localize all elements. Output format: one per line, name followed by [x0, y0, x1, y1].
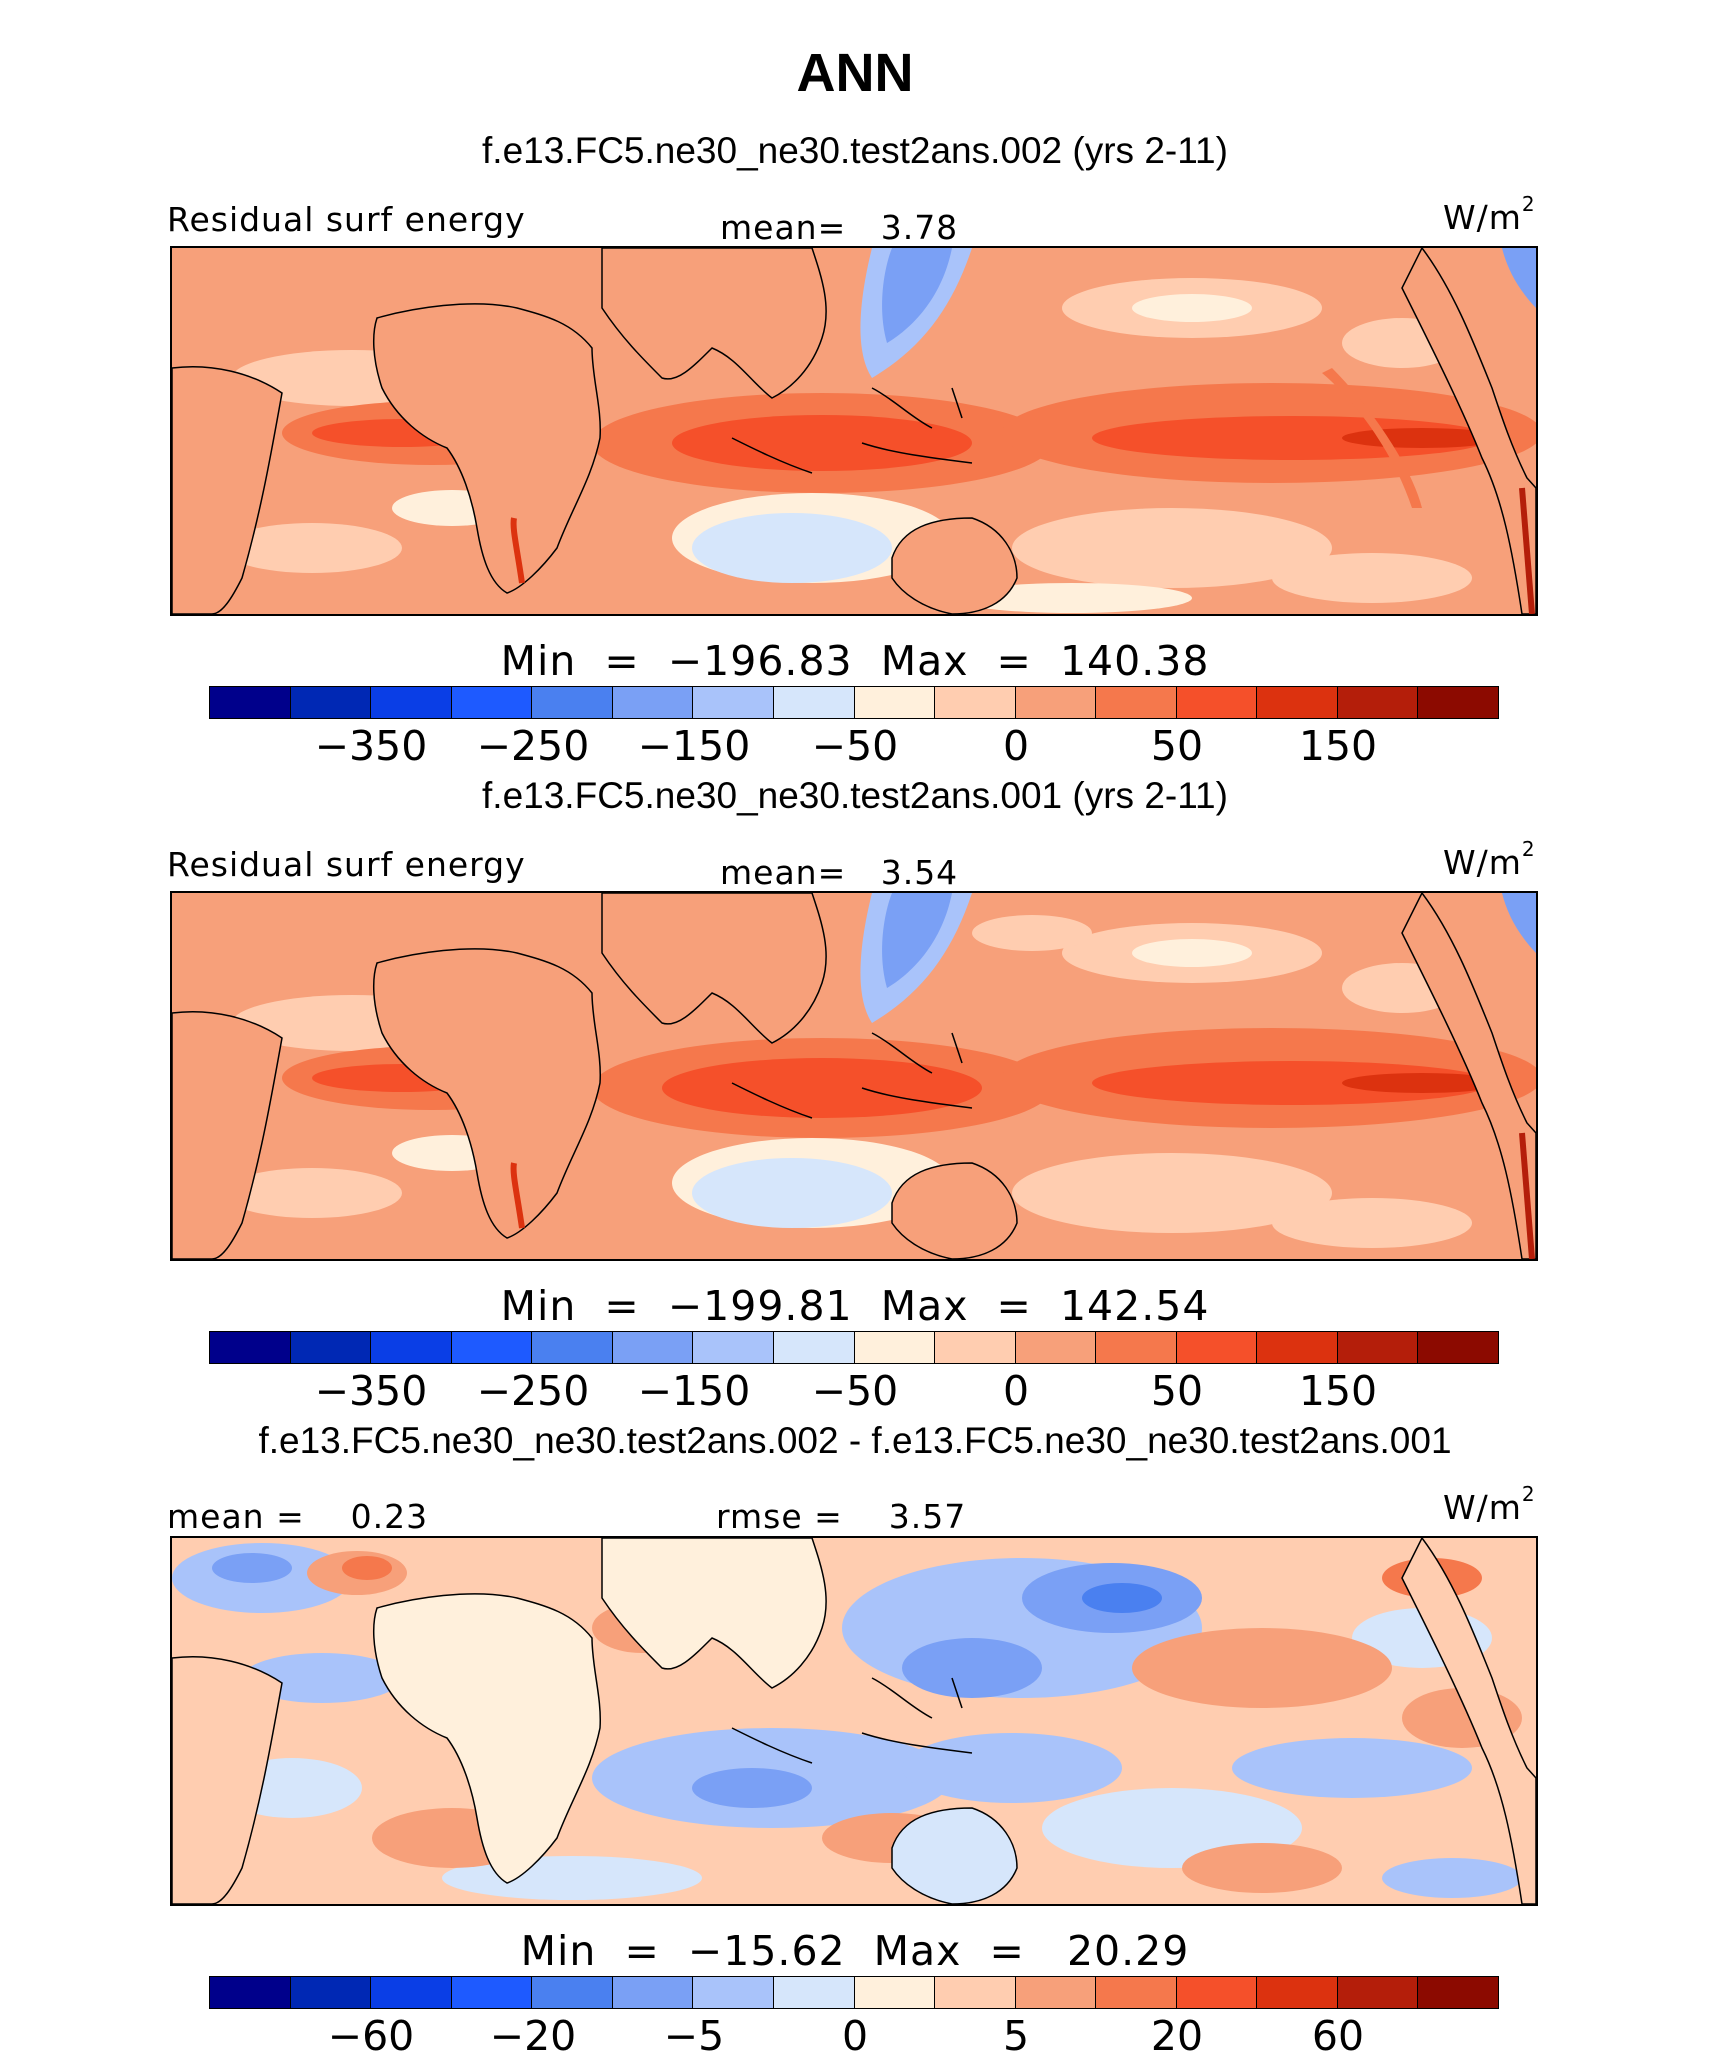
panel3-tick: −5	[663, 2012, 725, 2060]
colorbar-swatch	[1257, 687, 1338, 718]
colorbar-swatch	[1257, 1332, 1338, 1363]
colorbar-swatch	[451, 687, 533, 718]
panel2-tick: −250	[476, 1367, 590, 1415]
panel2-minmax: Min = −199.81 Max = 142.54	[500, 1282, 1210, 1330]
colorbar-swatch	[1337, 1977, 1419, 2008]
colorbar-swatch	[451, 1332, 533, 1363]
panel3-tick: 20	[1150, 2012, 1204, 2060]
panel3-mean-label: mean = 0.23	[167, 1497, 429, 1536]
colorbar-swatch	[1337, 1332, 1419, 1363]
colorbar-swatch	[451, 1977, 533, 2008]
panel1-mean-label: mean= 3.78	[720, 208, 959, 247]
colorbar-swatch	[773, 687, 855, 718]
colorbar-swatch	[1015, 687, 1097, 718]
colorbar-swatch	[210, 1332, 291, 1363]
panel2-tick: −50	[811, 1367, 899, 1415]
colorbar-swatch	[210, 1977, 291, 2008]
colorbar-swatch	[854, 1332, 936, 1363]
panel3-map	[170, 1536, 1538, 1906]
panel1-tick: −250	[476, 722, 590, 770]
colorbar-swatch	[773, 1332, 855, 1363]
page-title: ANN	[796, 43, 914, 103]
panel2-tick: −350	[314, 1367, 428, 1415]
panel3-minmax: Min = −15.62 Max = 20.29	[520, 1927, 1190, 1975]
panel3-rmse-label: rmse = 3.57	[716, 1497, 967, 1536]
panel3-map-svg	[172, 1538, 1536, 1904]
panel3-units: W/m2	[1443, 1482, 1536, 1527]
colorbar-swatch	[1096, 1977, 1177, 2008]
colorbar-swatch	[612, 1332, 694, 1363]
colorbar-swatch	[935, 687, 1016, 718]
colorbar-swatch	[1176, 687, 1258, 718]
panel2-tick: 150	[1298, 1367, 1378, 1415]
panel1-tick: 50	[1150, 722, 1204, 770]
panel3-tick: 60	[1311, 2012, 1365, 2060]
colorbar-swatch	[290, 1977, 372, 2008]
panel2-map-svg	[172, 893, 1536, 1259]
colorbar-swatch	[1418, 1977, 1498, 2008]
panel3-tick: −20	[489, 2012, 577, 2060]
panel3-case-title: f.e13.FC5.ne30_ne30.test2ans.002 - f.e13…	[258, 1420, 1452, 1461]
colorbar-swatch	[1176, 1977, 1258, 2008]
colorbar-swatch	[935, 1332, 1016, 1363]
colorbar-swatch	[1337, 687, 1419, 718]
panel2-units: W/m2	[1443, 837, 1536, 882]
panel3-tick: 5	[1002, 2012, 1030, 2060]
colorbar-swatch	[1257, 1977, 1338, 2008]
colorbar-swatch	[1096, 687, 1177, 718]
colorbar-swatch	[1015, 1977, 1097, 2008]
panel1-units: W/m2	[1443, 192, 1536, 237]
colorbar-swatch	[1015, 1332, 1097, 1363]
panel2-tick: 50	[1150, 1367, 1204, 1415]
colorbar-swatch	[532, 1977, 613, 2008]
panel2-tick: −150	[637, 1367, 751, 1415]
panel3-colorbar	[209, 1976, 1499, 2009]
colorbar-swatch	[1418, 687, 1498, 718]
colorbar-swatch	[371, 687, 452, 718]
panel2-mean-label: mean= 3.54	[720, 853, 959, 892]
colorbar-swatch	[1176, 1332, 1258, 1363]
panel1-map	[170, 246, 1538, 616]
colorbar-swatch	[612, 1977, 694, 2008]
panel2-map	[170, 891, 1538, 1261]
colorbar-swatch	[693, 1977, 774, 2008]
colorbar-swatch	[290, 687, 372, 718]
colorbar-swatch	[693, 1332, 774, 1363]
panel1-case-title: f.e13.FC5.ne30_ne30.test2ans.002 (yrs 2-…	[482, 130, 1228, 171]
colorbar-swatch	[532, 687, 613, 718]
colorbar-swatch	[935, 1977, 1016, 2008]
panel2-variable-label: Residual surf energy	[167, 845, 526, 884]
panel1-tick: −350	[314, 722, 428, 770]
panel2-colorbar	[209, 1331, 1499, 1364]
panel1-variable-label: Residual surf energy	[167, 200, 526, 239]
colorbar-swatch	[210, 687, 291, 718]
colorbar-swatch	[854, 687, 936, 718]
panel3-tick: −60	[327, 2012, 415, 2060]
panel1-tick: 0	[1002, 722, 1030, 770]
colorbar-swatch	[773, 1977, 855, 2008]
panel1-tick: −150	[637, 722, 751, 770]
panel1-tick: −50	[811, 722, 899, 770]
colorbar-swatch	[693, 687, 774, 718]
panel3-tick: 0	[841, 2012, 869, 2060]
panel1-map-svg	[172, 248, 1536, 614]
colorbar-swatch	[612, 687, 694, 718]
panel2-tick: 0	[1002, 1367, 1030, 1415]
panel1-minmax: Min = −196.83 Max = 140.38	[500, 637, 1210, 685]
colorbar-swatch	[532, 1332, 613, 1363]
colorbar-swatch	[854, 1977, 936, 2008]
colorbar-swatch	[371, 1977, 452, 2008]
colorbar-swatch	[371, 1332, 452, 1363]
panel1-colorbar	[209, 686, 1499, 719]
colorbar-swatch	[1418, 1332, 1498, 1363]
colorbar-swatch	[290, 1332, 372, 1363]
colorbar-swatch	[1096, 1332, 1177, 1363]
panel2-case-title: f.e13.FC5.ne30_ne30.test2ans.001 (yrs 2-…	[482, 775, 1228, 816]
panel1-tick: 150	[1298, 722, 1378, 770]
